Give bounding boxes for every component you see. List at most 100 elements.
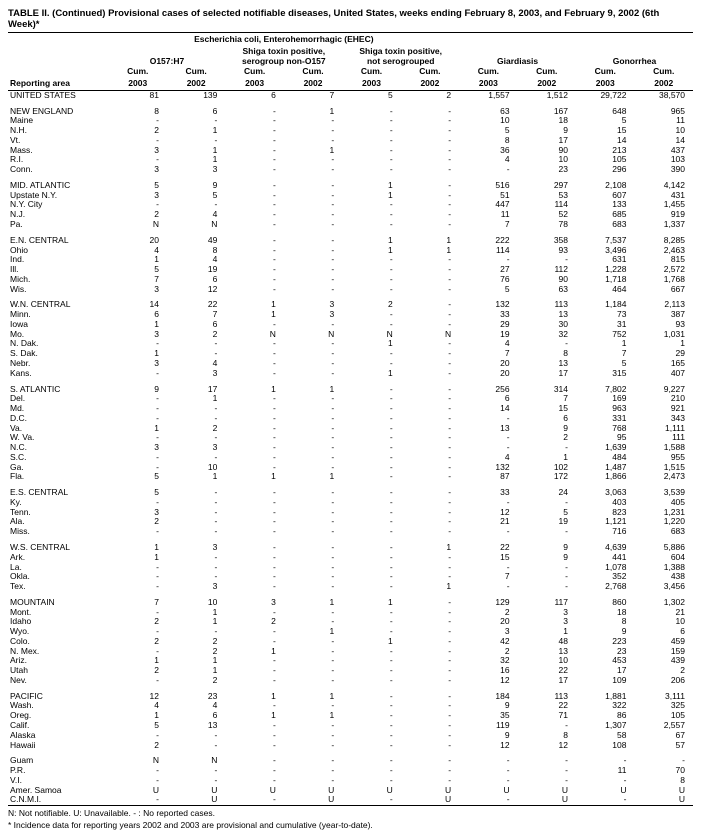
data-cell: 407	[634, 369, 693, 379]
subhead-gonorrhea: Gonorrhea	[576, 57, 693, 67]
table-row: Md.------1415963921	[8, 404, 693, 414]
data-cell: -	[109, 676, 167, 686]
data-cell: 17	[518, 369, 576, 379]
data-cell: -	[459, 582, 517, 592]
table-row: Hawaii2-----121210857	[8, 741, 693, 751]
table-row: Maine------1018511	[8, 116, 693, 126]
table-row: Colo.22--1-4248223459	[8, 637, 693, 647]
data-cell: 1,557	[459, 90, 517, 100]
data-cell: -	[401, 165, 459, 175]
data-cell: -	[342, 472, 400, 482]
table-row: UNITED STATES8113967521,5571,51229,72238…	[8, 90, 693, 100]
data-cell: 5	[109, 472, 167, 482]
data-cell: -	[342, 527, 400, 537]
table-row: Tex.-3---1--2,7683,456	[8, 582, 693, 592]
data-cell: 2	[401, 90, 459, 100]
data-cell: 5	[459, 285, 517, 295]
data-cell: N	[167, 220, 225, 230]
data-cell: -	[167, 741, 225, 751]
data-cell: -	[576, 795, 634, 805]
table-row: P.R.--------1170	[8, 766, 693, 776]
table-row: N.H.21----591510	[8, 126, 693, 136]
data-cell: 12	[459, 741, 517, 751]
table-row: Miss.--------716683	[8, 527, 693, 537]
data-cell: -	[401, 369, 459, 379]
table-row: Nebr.34----20135165	[8, 359, 693, 369]
data-cell: N	[109, 220, 167, 230]
data-cell: -	[459, 527, 517, 537]
table-row: S.C.------41484955	[8, 453, 693, 463]
area-cell: Pa.	[8, 220, 109, 230]
table-row: Tenn.3-----1258231,231	[8, 508, 693, 518]
data-cell: -	[225, 582, 283, 592]
data-cell: 2,768	[576, 582, 634, 592]
table-row: Conn.33-----23296390	[8, 165, 693, 175]
table-row: Idaho212---203810	[8, 617, 693, 627]
data-cell: -	[284, 582, 342, 592]
data-cell: -	[284, 369, 342, 379]
table-row: Calif.513----119-1,3072,557	[8, 721, 693, 731]
data-cell: 78	[518, 220, 576, 230]
data-cell: 6	[225, 90, 283, 100]
data-cell: 1,512	[518, 90, 576, 100]
data-cell: -	[225, 527, 283, 537]
table-row: Amer. SamoaUUUUUUUUUU	[8, 786, 693, 796]
data-cell: 57	[634, 741, 693, 751]
data-cell: 12	[167, 285, 225, 295]
table-row: MOUNTAIN710311-1291178601,302	[8, 598, 693, 608]
table-row: Wyo.---1--3196	[8, 627, 693, 637]
data-cell: 38,570	[634, 90, 693, 100]
table-row: Minn.6713--331373387	[8, 310, 693, 320]
table-row: Wash.44----922322325	[8, 701, 693, 711]
data-cell: 1	[401, 582, 459, 592]
table-row: Ky.--------403405	[8, 498, 693, 508]
data-cell: -	[401, 220, 459, 230]
data-cell: -	[225, 369, 283, 379]
data-cell: U	[518, 795, 576, 805]
data-cell: 5	[342, 90, 400, 100]
data-cell: 81	[109, 90, 167, 100]
data-cell: -	[342, 220, 400, 230]
data-cell: U	[167, 795, 225, 805]
area-cell: Nev.	[8, 676, 109, 686]
data-cell: 12	[459, 676, 517, 686]
data-cell: 139	[167, 90, 225, 100]
data-cell: -	[342, 741, 400, 751]
data-cell: 1	[225, 472, 283, 482]
table-row: S. Dak.1-----78729	[8, 349, 693, 359]
table-row: Ind.14------631815	[8, 255, 693, 265]
table-row: N.C.33------1,6391,588	[8, 443, 693, 453]
data-cell: 3	[109, 285, 167, 295]
table-row: Ga.-10----1321021,4871,515	[8, 463, 693, 473]
area-cell: Ind.	[8, 255, 109, 265]
data-table: Escherichia coli, Enterohemorrhagic (EHE…	[8, 32, 693, 806]
table-row: GuamNN--------	[8, 756, 693, 766]
table-row: N.Y. City------4471141331,455	[8, 200, 693, 210]
footnote-1: N: Not notifiable. U: Unavailable. - : N…	[8, 808, 693, 818]
data-cell: -	[109, 369, 167, 379]
area-cell: E.S. CENTRAL	[8, 488, 109, 498]
data-cell: 7	[459, 220, 517, 230]
data-cell: 17	[518, 676, 576, 686]
table-row: Nev.-2----1217109206	[8, 676, 693, 686]
table-row: S. ATLANTIC91711--2563147,8029,227	[8, 385, 693, 395]
data-cell: 206	[634, 676, 693, 686]
data-cell: 63	[518, 285, 576, 295]
data-cell: -	[518, 582, 576, 592]
table-row: Ohio48--11114933,4962,463	[8, 246, 693, 256]
row-label: Reporting area	[8, 78, 109, 90]
data-cell: 1,337	[634, 220, 693, 230]
table-row: R.I.-1----410105103	[8, 155, 693, 165]
data-cell: 464	[576, 285, 634, 295]
data-cell: 683	[634, 527, 693, 537]
data-cell: -	[284, 165, 342, 175]
col-cum2003: Cum.	[109, 66, 167, 78]
data-cell: -	[401, 285, 459, 295]
data-cell: 87	[459, 472, 517, 482]
data-cell: -	[401, 527, 459, 537]
table-row: MID. ATLANTIC59--1-5162972,1084,142	[8, 181, 693, 191]
data-cell: -	[284, 676, 342, 686]
area-cell: Miss.	[8, 527, 109, 537]
data-cell: U	[401, 795, 459, 805]
table-row: C.N.M.I.-U-U-U-U-U	[8, 795, 693, 805]
